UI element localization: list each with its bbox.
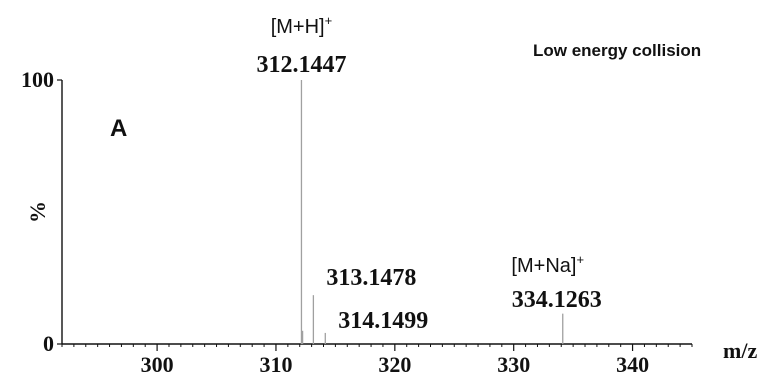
- ion-annotation: [M+H]+: [271, 13, 333, 38]
- x-tick-label: 310: [259, 352, 292, 377]
- peak-mass-label: 312.1447: [256, 52, 346, 78]
- x-tick-label: 300: [141, 352, 174, 377]
- peak-mass-label: 334.1263: [512, 287, 602, 313]
- peak-mass-label: 314.1499: [338, 308, 428, 334]
- peak-mass-label: 313.1478: [326, 265, 416, 291]
- axes: 300 310 320 330 340 0 100: [21, 67, 693, 377]
- y-tick-label: 100: [21, 67, 54, 92]
- y-axis-label: %: [25, 201, 50, 223]
- x-tick-label: 330: [497, 352, 530, 377]
- panel-label: A: [110, 115, 127, 142]
- ion-annotation: [M+Na]+: [511, 252, 584, 277]
- x-axis-label: m/z: [723, 338, 757, 363]
- y-tick-label: 0: [43, 331, 54, 356]
- x-tick-label: 340: [616, 352, 649, 377]
- chart-title: Low energy collision: [533, 41, 701, 60]
- x-tick-label: 320: [378, 352, 411, 377]
- peak-series: [300, 80, 564, 344]
- annotations: [M+H]+ 312.1447 313.1478 314.1499 [M+Na]+ 334…: [256, 13, 601, 334]
